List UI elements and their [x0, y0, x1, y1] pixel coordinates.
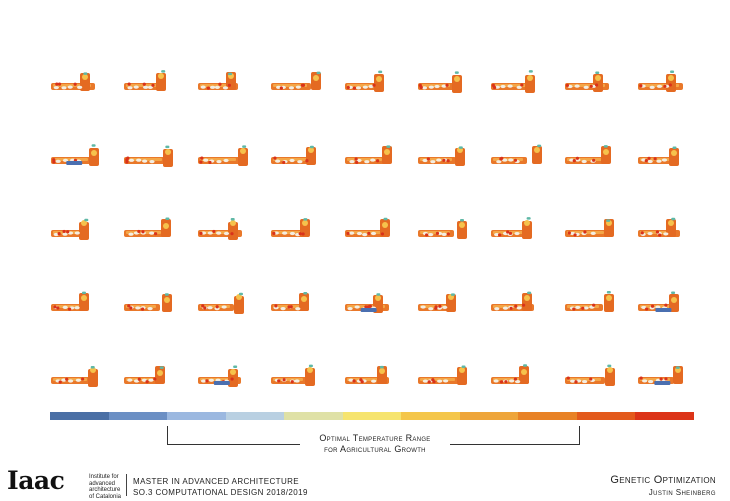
color-scale-segment	[401, 412, 460, 420]
variant-thumbnail	[49, 289, 103, 319]
variant-thumbnail	[489, 68, 543, 98]
variant-thumbnail	[269, 362, 323, 392]
color-scale-segment	[576, 412, 636, 420]
variant-thumbnail	[196, 68, 250, 98]
variant-thumbnail	[636, 289, 690, 319]
variant-thumbnail	[489, 289, 543, 319]
variant-thumbnail	[269, 142, 323, 172]
variant-thumbnail	[636, 362, 690, 392]
color-scale-segment	[635, 412, 695, 420]
variant-thumbnail	[636, 68, 690, 98]
variant-thumbnail	[489, 142, 543, 172]
variant-thumbnail	[49, 362, 103, 392]
optimization-variant-grid	[49, 68, 690, 392]
variant-thumbnail	[49, 142, 103, 172]
variant-thumbnail	[343, 215, 397, 245]
variant-thumbnail	[269, 215, 323, 245]
optimal-range-label: Optimal Temperature Range for Agricultur…	[300, 433, 450, 455]
variant-thumbnail	[49, 215, 103, 245]
color-scale-segment	[342, 412, 402, 420]
variant-thumbnail	[196, 362, 250, 392]
variant-thumbnail	[343, 289, 397, 319]
page-title: Genetic Optimization	[610, 474, 716, 486]
institute-line: of Catalonia	[89, 493, 122, 500]
optimal-range-label-line1: Optimal Temperature Range	[319, 433, 431, 443]
variant-thumbnail	[416, 215, 470, 245]
institute-line: architecture	[89, 487, 121, 493]
variant-thumbnail	[196, 289, 250, 319]
color-scale-segment	[167, 412, 226, 420]
institute-name: Institute for advanced architecture of C…	[89, 474, 129, 500]
iaac-logo: Iaac	[7, 466, 65, 495]
variant-thumbnail	[416, 142, 470, 172]
variant-thumbnail	[636, 142, 690, 172]
institute-line: Institute for	[89, 474, 119, 480]
program-name: MASTER IN ADVANCED ARCHITECTURE	[133, 477, 300, 486]
variant-thumbnail	[563, 289, 617, 319]
variant-thumbnail	[563, 142, 617, 172]
variant-thumbnail	[489, 362, 543, 392]
variant-thumbnail	[269, 289, 323, 319]
variant-thumbnail	[343, 142, 397, 172]
color-scale-segment	[459, 412, 519, 420]
color-scale-segment	[108, 412, 168, 420]
variant-thumbnail	[122, 68, 176, 98]
variant-thumbnail	[416, 362, 470, 392]
variant-thumbnail	[343, 362, 397, 392]
variant-thumbnail	[122, 142, 176, 172]
variant-thumbnail	[122, 215, 176, 245]
variant-thumbnail	[49, 68, 103, 98]
optimal-range-label-line2: for Agricultural Growth	[324, 444, 426, 454]
variant-thumbnail	[563, 215, 617, 245]
color-scale-segment	[284, 412, 343, 420]
institute-line: advanced	[89, 480, 116, 487]
color-scale-segment	[225, 412, 285, 420]
variant-thumbnail	[122, 362, 176, 392]
variant-thumbnail	[416, 68, 470, 98]
color-scale-segment	[518, 412, 577, 420]
footer-divider	[126, 474, 127, 496]
variant-thumbnail	[122, 289, 176, 319]
variant-thumbnail	[563, 68, 617, 98]
variant-thumbnail	[489, 215, 543, 245]
variant-thumbnail	[636, 215, 690, 245]
course-name: SO.3 COMPUTATIONAL DESIGN 2018/2019	[133, 488, 308, 497]
variant-thumbnail	[416, 289, 470, 319]
temperature-color-scale	[50, 412, 695, 420]
variant-thumbnail	[343, 68, 397, 98]
variant-thumbnail	[563, 362, 617, 392]
variant-thumbnail	[196, 215, 250, 245]
variant-thumbnail	[196, 142, 250, 172]
variant-thumbnail	[269, 68, 323, 98]
author-name: Justin Sheinberg	[648, 488, 716, 497]
color-scale-segment	[50, 412, 109, 420]
